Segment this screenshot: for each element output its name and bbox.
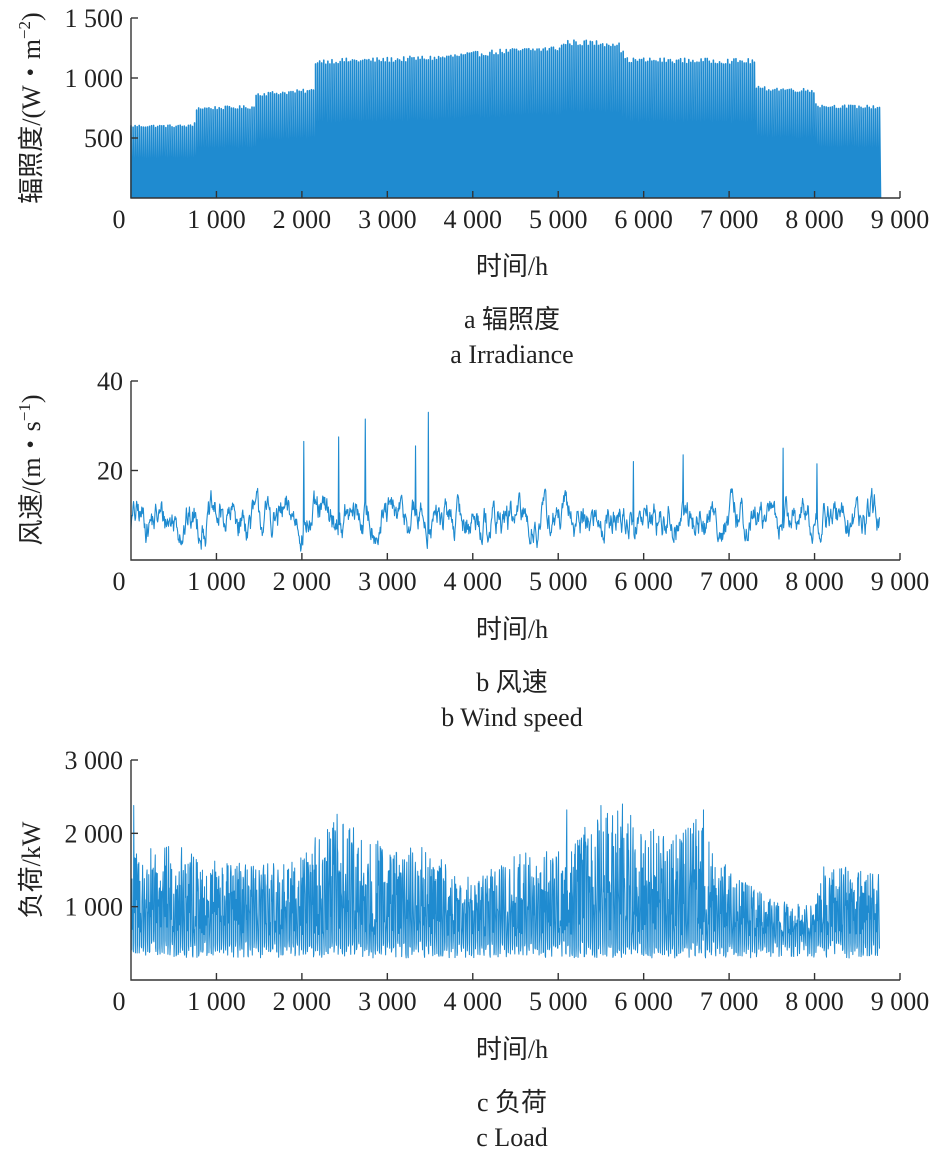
irradiance-y-axis-label: 辐照度/(W・m−2) xyxy=(15,12,46,203)
irradiance-plot-area xyxy=(130,39,882,199)
wind-speed-x-tick-label: 6 000 xyxy=(614,567,673,596)
panel-b: 0 1 000 2 000 3 000 4 000 5 000 6 000 7 000 8 00… xyxy=(15,367,929,732)
irradiance-x-tick-label: 2 000 xyxy=(273,205,332,234)
load-x-tick-label: 7 000 xyxy=(700,987,759,1016)
irradiance-y-tick-label: 1 000 xyxy=(65,64,124,93)
load-x-tick-label: 0 xyxy=(113,987,126,1016)
irradiance-x-tick-label: 9 000 xyxy=(871,205,930,234)
wind-speed-plot-area xyxy=(130,411,881,552)
wind-speed-y-axis-label: 风速/(m・s−1) xyxy=(15,395,46,546)
wind-speed-x-axis-label: 时间/h xyxy=(476,615,548,644)
load-x-axis-label: 时间/h xyxy=(476,1035,548,1064)
load-x-tick-label: 3 000 xyxy=(358,987,417,1016)
irradiance-caption-cn: a 辐照度 xyxy=(464,305,560,334)
load-plot-area xyxy=(130,803,880,959)
wind-speed-x-tick-label: 4 000 xyxy=(444,567,503,596)
panel-a: 0 1 000 2 000 3 000 4 000 5 000 6 000 7 000 8 00… xyxy=(15,4,929,369)
irradiance-caption-en: a Irradiance xyxy=(450,340,573,369)
irradiance-x-tick-label: 6 000 xyxy=(614,205,673,234)
load-ticks: 0 1 000 2 000 3 000 4 000 5 000 6 000 7 000 8 00… xyxy=(65,746,930,1016)
load-x-tick-label: 4 000 xyxy=(444,987,503,1016)
irradiance-y-tick-label: 1 500 xyxy=(65,4,124,33)
load-y-axis-label: 负荷/kW xyxy=(17,821,46,918)
load-y-tick-label: 3 000 xyxy=(65,746,124,775)
load-caption-en: c Load xyxy=(476,1123,547,1152)
wind-speed-series-line xyxy=(130,411,881,552)
irradiance-ticks: 0 1 000 2 000 3 000 4 000 5 000 6 000 7 000 8 00… xyxy=(65,4,930,234)
load-caption-cn: c 负荷 xyxy=(477,1088,547,1117)
irradiance-series-line xyxy=(130,39,882,199)
wind-speed-caption-cn: b 风速 xyxy=(476,668,548,697)
load-x-tick-label: 2 000 xyxy=(273,987,332,1016)
load-x-tick-label: 5 000 xyxy=(529,987,588,1016)
panel-c: 0 1 000 2 000 3 000 4 000 5 000 6 000 7 000 8 00… xyxy=(17,746,929,1152)
wind-speed-ticks: 0 1 000 2 000 3 000 4 000 5 000 6 000 7 000 8 00… xyxy=(97,367,929,596)
load-y-tick-label: 2 000 xyxy=(65,819,124,848)
irradiance-x-tick-label: 3 000 xyxy=(358,205,417,234)
irradiance-x-tick-label: 4 000 xyxy=(444,205,503,234)
irradiance-x-axis-label: 时间/h xyxy=(476,252,548,281)
wind-speed-x-tick-label: 5 000 xyxy=(529,567,588,596)
wind-speed-y-tick-label: 40 xyxy=(97,367,123,396)
load-x-tick-label: 1 000 xyxy=(187,987,246,1016)
wind-speed-x-tick-label: 9 000 xyxy=(871,567,930,596)
wind-speed-x-tick-label: 1 000 xyxy=(187,567,246,596)
wind-speed-x-tick-label: 2 000 xyxy=(273,567,332,596)
load-y-tick-label: 1 000 xyxy=(65,893,124,922)
irradiance-x-tick-label: 7 000 xyxy=(700,205,759,234)
wind-speed-x-tick-label: 3 000 xyxy=(358,567,417,596)
load-x-tick-label: 9 000 xyxy=(871,987,930,1016)
load-x-tick-label: 8 000 xyxy=(785,987,844,1016)
irradiance-y-tick-label: 500 xyxy=(84,124,123,153)
load-series-line xyxy=(130,803,880,959)
wind-speed-x-tick-label: 8 000 xyxy=(785,567,844,596)
wind-speed-x-tick-label: 0 xyxy=(113,567,126,596)
irradiance-x-tick-label: 5 000 xyxy=(529,205,588,234)
wind-speed-y-tick-label: 20 xyxy=(97,457,123,486)
wind-speed-x-tick-label: 7 000 xyxy=(700,567,759,596)
wind-speed-caption-en: b Wind speed xyxy=(441,703,582,732)
load-x-tick-label: 6 000 xyxy=(614,987,673,1016)
load-axes xyxy=(130,760,900,981)
irradiance-x-tick-label: 0 xyxy=(113,205,126,234)
irradiance-x-tick-label: 8 000 xyxy=(785,205,844,234)
irradiance-x-tick-label: 1 000 xyxy=(187,205,246,234)
